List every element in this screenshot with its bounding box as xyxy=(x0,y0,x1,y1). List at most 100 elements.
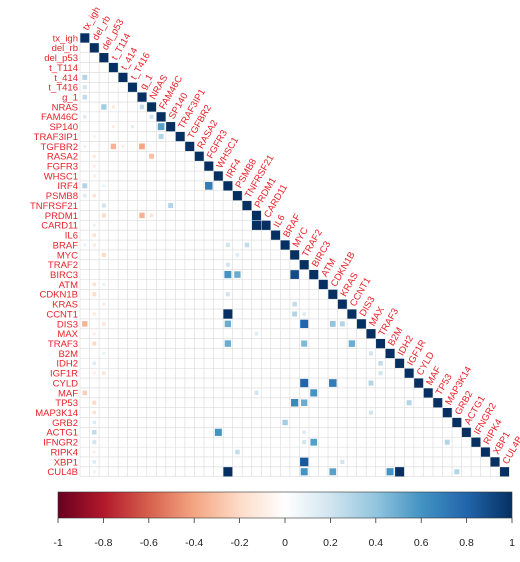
colorbar-tick-label: -0.6 xyxy=(140,537,158,549)
colorbar-tick-label: -0.2 xyxy=(231,537,249,549)
heatmap-grid xyxy=(79,33,510,478)
row-label: MYC xyxy=(57,250,78,261)
correlation-cell xyxy=(92,154,96,158)
correlation-cell xyxy=(92,243,96,247)
correlation-cell xyxy=(92,341,97,346)
diagonal-cell xyxy=(414,378,424,388)
correlation-cell xyxy=(92,460,97,464)
correlation-cell xyxy=(235,449,240,455)
correlation-cell xyxy=(214,428,222,436)
correlation-cell xyxy=(302,430,306,435)
correlation-cell xyxy=(292,301,297,307)
correlation-cell xyxy=(92,470,96,474)
correlation-cell xyxy=(101,213,106,218)
correlation-cell xyxy=(368,351,373,356)
correlation-cell xyxy=(223,467,233,477)
row-label: MAP3K14 xyxy=(35,408,78,419)
diagonal-cell xyxy=(318,279,328,290)
correlation-cell xyxy=(244,242,250,248)
correlation-cell xyxy=(224,320,232,328)
correlation-cell xyxy=(368,410,373,415)
diagonal-cell xyxy=(376,338,385,349)
row-label: IGF1R xyxy=(50,369,78,380)
correlation-cell xyxy=(92,174,96,178)
colorbar-tick-label: -1 xyxy=(53,537,62,549)
correlation-cell xyxy=(102,184,106,188)
diagonal-cell xyxy=(356,319,366,329)
correlation-cell xyxy=(83,115,87,119)
correlation-cell xyxy=(92,371,96,375)
colorbar xyxy=(57,491,513,519)
diagonal-cell xyxy=(395,358,405,368)
row-label: TRAF2 xyxy=(48,260,78,271)
row-label: CCNT1 xyxy=(46,309,78,320)
correlation-cell xyxy=(300,468,308,476)
row-label: TGFBR2 xyxy=(41,142,78,153)
correlation-cell xyxy=(82,183,88,189)
correlation-cell xyxy=(92,361,97,366)
correlation-cell xyxy=(454,469,460,475)
diagonal-cell xyxy=(252,210,261,221)
diagonal-cell xyxy=(185,141,195,152)
correlation-cell xyxy=(329,320,336,327)
diagonal-cell xyxy=(242,200,252,211)
correlation-cell xyxy=(395,467,405,477)
correlation-cell xyxy=(139,143,145,150)
correlation-cell xyxy=(83,243,87,247)
diagonal-cell xyxy=(175,131,185,142)
correlation-cell xyxy=(92,193,97,198)
correlation-cell xyxy=(101,252,106,257)
correlation-cell xyxy=(92,332,96,336)
row-label: del_p53 xyxy=(44,53,78,64)
correlation-cell xyxy=(282,419,288,426)
row-label: IDH2 xyxy=(56,359,78,370)
correlation-cell xyxy=(158,133,164,140)
row-label: MAF xyxy=(58,388,78,399)
correlation-cell xyxy=(93,135,96,138)
correlation-cell xyxy=(102,371,106,375)
diagonal-cell xyxy=(461,427,471,437)
correlation-cell xyxy=(292,311,298,317)
correlation-cell xyxy=(92,282,97,287)
row-label: TRAF3IP1 xyxy=(34,132,78,143)
correlation-cell xyxy=(368,380,374,386)
diagonal-cell xyxy=(80,33,90,43)
correlation-cell xyxy=(254,390,259,395)
diagonal-cell xyxy=(347,309,357,319)
row-label: RIPK4 xyxy=(51,447,78,458)
correlation-cell xyxy=(224,270,232,279)
diagonal-cell xyxy=(156,112,166,122)
correlation-cell xyxy=(92,440,97,445)
row-label: PRDM1 xyxy=(45,211,78,222)
correlation-cell xyxy=(225,292,230,297)
correlation-cell xyxy=(101,104,107,110)
diagonal-cell xyxy=(299,260,309,270)
diagonal-cell xyxy=(127,82,137,92)
correlation-cell xyxy=(111,125,115,129)
correlation-cell xyxy=(291,399,299,407)
correlation-cell xyxy=(92,223,96,227)
row-label: BRAF xyxy=(53,240,79,251)
row-label: RASA2 xyxy=(47,152,78,163)
row-label: tx_igh xyxy=(53,33,78,44)
diagonal-cell xyxy=(500,467,510,477)
correlation-cell xyxy=(234,271,241,278)
diagonal-cell xyxy=(137,92,147,102)
correlation-cell xyxy=(82,390,88,396)
correlation-cell xyxy=(310,389,318,397)
row-label: IL6 xyxy=(65,231,78,242)
correlation-cell xyxy=(92,430,97,435)
correlation-cell xyxy=(205,181,213,190)
correlation-cell xyxy=(406,400,412,406)
correlation-cell xyxy=(149,114,154,119)
correlation-cell xyxy=(157,123,165,131)
row-label: IRF4 xyxy=(57,181,78,192)
diagonal-cell xyxy=(99,53,109,63)
row-label: SP140 xyxy=(49,122,78,133)
colorbar-ticks: -1 -0.8 -0.6 -0.4 -0.2 0 0.2 0.4 0.6 0.8 1 xyxy=(53,518,515,549)
diagonal-cell xyxy=(452,417,462,428)
row-label: TNFRSF21 xyxy=(30,201,78,212)
correlation-cell xyxy=(300,319,309,329)
row-label: g_1 xyxy=(62,92,78,103)
row-label: BIRC3 xyxy=(50,270,78,281)
